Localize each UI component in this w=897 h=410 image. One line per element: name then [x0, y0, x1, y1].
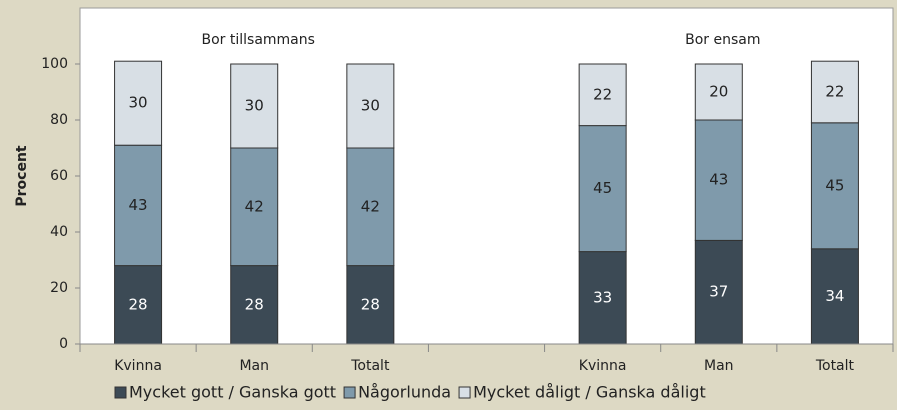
y-tick-label: 100	[41, 56, 68, 72]
data-label: 37	[709, 283, 728, 301]
y-tick-label: 60	[50, 168, 68, 184]
data-label: 45	[825, 176, 844, 194]
bar-segment	[810, 122, 859, 250]
y-tick-label: 40	[50, 224, 68, 240]
y-tick-label: 80	[50, 112, 68, 128]
bar-segment	[114, 144, 163, 267]
data-label: 45	[593, 179, 612, 197]
data-label: 43	[709, 171, 728, 189]
annotation: Bor ensam	[685, 32, 760, 48]
data-label: 22	[593, 85, 612, 103]
bar-segment	[230, 265, 279, 345]
data-label: 42	[361, 197, 380, 215]
y-axis-label: Procent	[14, 145, 30, 207]
bar-segment	[346, 147, 395, 267]
bar-segment	[346, 265, 395, 345]
bar-segment	[578, 125, 627, 253]
bar-segment	[114, 265, 163, 345]
legend-swatch	[114, 386, 127, 399]
bar-segment	[578, 63, 627, 127]
legend-label: Någorlunda	[358, 383, 451, 402]
y-tick-label: 0	[59, 336, 68, 352]
data-label: 30	[361, 97, 380, 115]
data-label: 28	[245, 295, 264, 313]
x-tick-label: Totalt	[350, 358, 390, 374]
data-label: 30	[245, 97, 264, 115]
bar-segment	[114, 60, 163, 146]
x-tick-label: Man	[704, 358, 734, 374]
x-tick-label: Kvinna	[114, 358, 162, 374]
bar-segment	[230, 63, 279, 149]
legend-label: Mycket dåligt / Ganska dåligt	[473, 383, 706, 402]
x-tick-label: Man	[239, 358, 269, 374]
data-label: 43	[129, 196, 148, 214]
plot-area	[79, 7, 894, 345]
x-tick-label: Kvinna	[579, 358, 627, 374]
y-tick-label: 20	[50, 280, 68, 296]
bar-segment	[694, 63, 743, 121]
data-label: 28	[129, 295, 148, 313]
bar-segment	[810, 248, 859, 345]
data-label: 30	[129, 94, 148, 112]
legend-swatch	[458, 386, 471, 399]
data-label: 33	[593, 288, 612, 306]
bar-segment	[230, 147, 279, 267]
data-label: 22	[825, 83, 844, 101]
data-label: 42	[245, 197, 264, 215]
data-label: 20	[709, 83, 728, 101]
bar-segment	[578, 251, 627, 345]
bar-segment	[810, 60, 859, 124]
x-tick-label: Totalt	[815, 358, 855, 374]
annotation: Bor tillsammans	[201, 32, 314, 48]
data-label: 28	[361, 295, 380, 313]
legend-label: Mycket gott / Ganska gott	[129, 383, 336, 402]
bar-segment	[346, 63, 395, 149]
bar-segment	[694, 119, 743, 241]
data-label: 34	[825, 287, 844, 305]
legend-swatch	[343, 386, 356, 399]
